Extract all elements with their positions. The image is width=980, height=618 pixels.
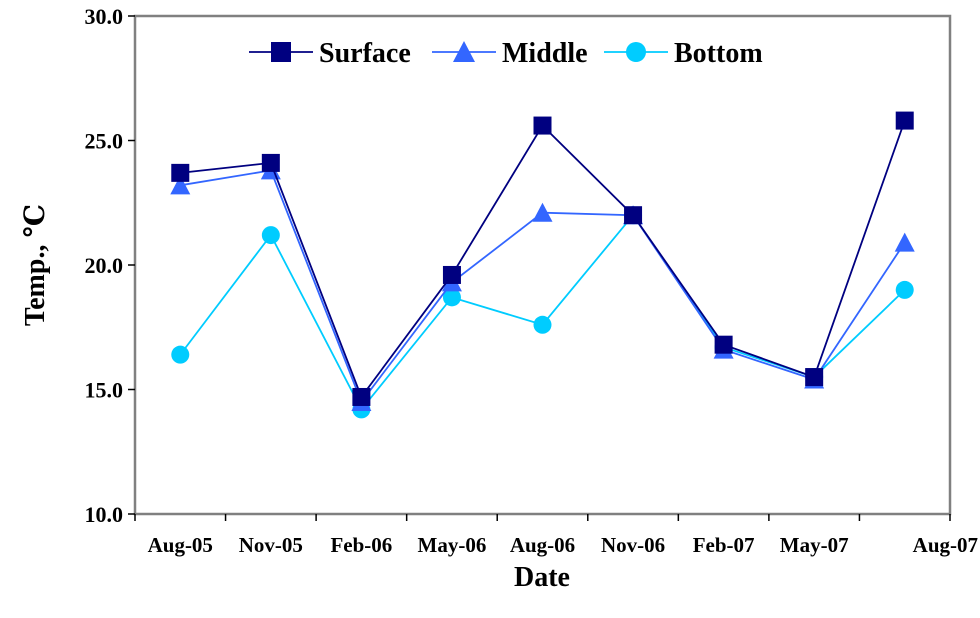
data-point-circle xyxy=(533,315,552,334)
x-axis: Aug-05 Nov-05 Feb-06 May-06 Aug-06 Nov-06 Feb-… xyxy=(134,514,978,557)
x-tick-label: Feb-06 xyxy=(330,533,392,557)
y-tick-label: 20.0 xyxy=(85,253,124,278)
y-axis-title: Temp., ℃ xyxy=(20,204,51,326)
series-surface xyxy=(171,111,914,406)
data-point-triangle xyxy=(170,175,191,195)
data-point-circle xyxy=(171,345,190,364)
data-point-circle xyxy=(442,288,461,307)
data-point-triangle xyxy=(532,202,553,222)
legend-item-surface: Surface xyxy=(249,38,411,69)
data-point-circle xyxy=(261,226,280,245)
x-tick-label: May-06 xyxy=(418,533,487,557)
data-point-triangle xyxy=(894,232,915,252)
x-tick-label: Feb-07 xyxy=(693,533,755,557)
x-tick-label: Aug-06 xyxy=(510,533,575,557)
data-point-circle xyxy=(895,280,914,299)
y-axis: 10.0 15.0 20.0 25.0 30.0 xyxy=(85,4,135,527)
data-point-square xyxy=(533,116,552,135)
y-tick-label: 30.0 xyxy=(85,4,124,29)
data-point-square xyxy=(261,153,280,172)
legend-label: Bottom xyxy=(674,38,763,69)
data-point-square xyxy=(714,335,733,354)
x-tick-label: Aug-07 xyxy=(913,533,978,557)
x-tick-label: Nov-06 xyxy=(601,533,665,557)
x-tick-label: May-07 xyxy=(780,533,849,557)
y-tick-label: 25.0 xyxy=(85,129,124,154)
legend-item-middle: Middle xyxy=(432,38,588,69)
data-point-square xyxy=(624,206,643,225)
legend-label: Surface xyxy=(319,38,411,69)
data-point-square xyxy=(271,42,291,62)
data-point-square xyxy=(805,368,824,387)
series-layer xyxy=(170,111,915,419)
data-point-square xyxy=(895,111,914,130)
x-tick-label: Aug-05 xyxy=(148,533,213,557)
data-point-square xyxy=(352,387,371,406)
x-tick-label: Nov-05 xyxy=(239,533,303,557)
legend: Surface Middle Bottom xyxy=(249,38,763,69)
x-axis-title: Date xyxy=(514,562,570,593)
legend-item-bottom: Bottom xyxy=(604,38,763,69)
y-tick-label: 10.0 xyxy=(85,502,124,527)
data-point-circle xyxy=(626,42,646,62)
data-point-square xyxy=(171,163,190,182)
data-point-square xyxy=(442,265,461,284)
y-tick-label: 15.0 xyxy=(85,378,124,403)
plot-area xyxy=(133,14,952,516)
legend-label: Middle xyxy=(502,38,588,69)
data-point-triangle xyxy=(453,41,475,62)
